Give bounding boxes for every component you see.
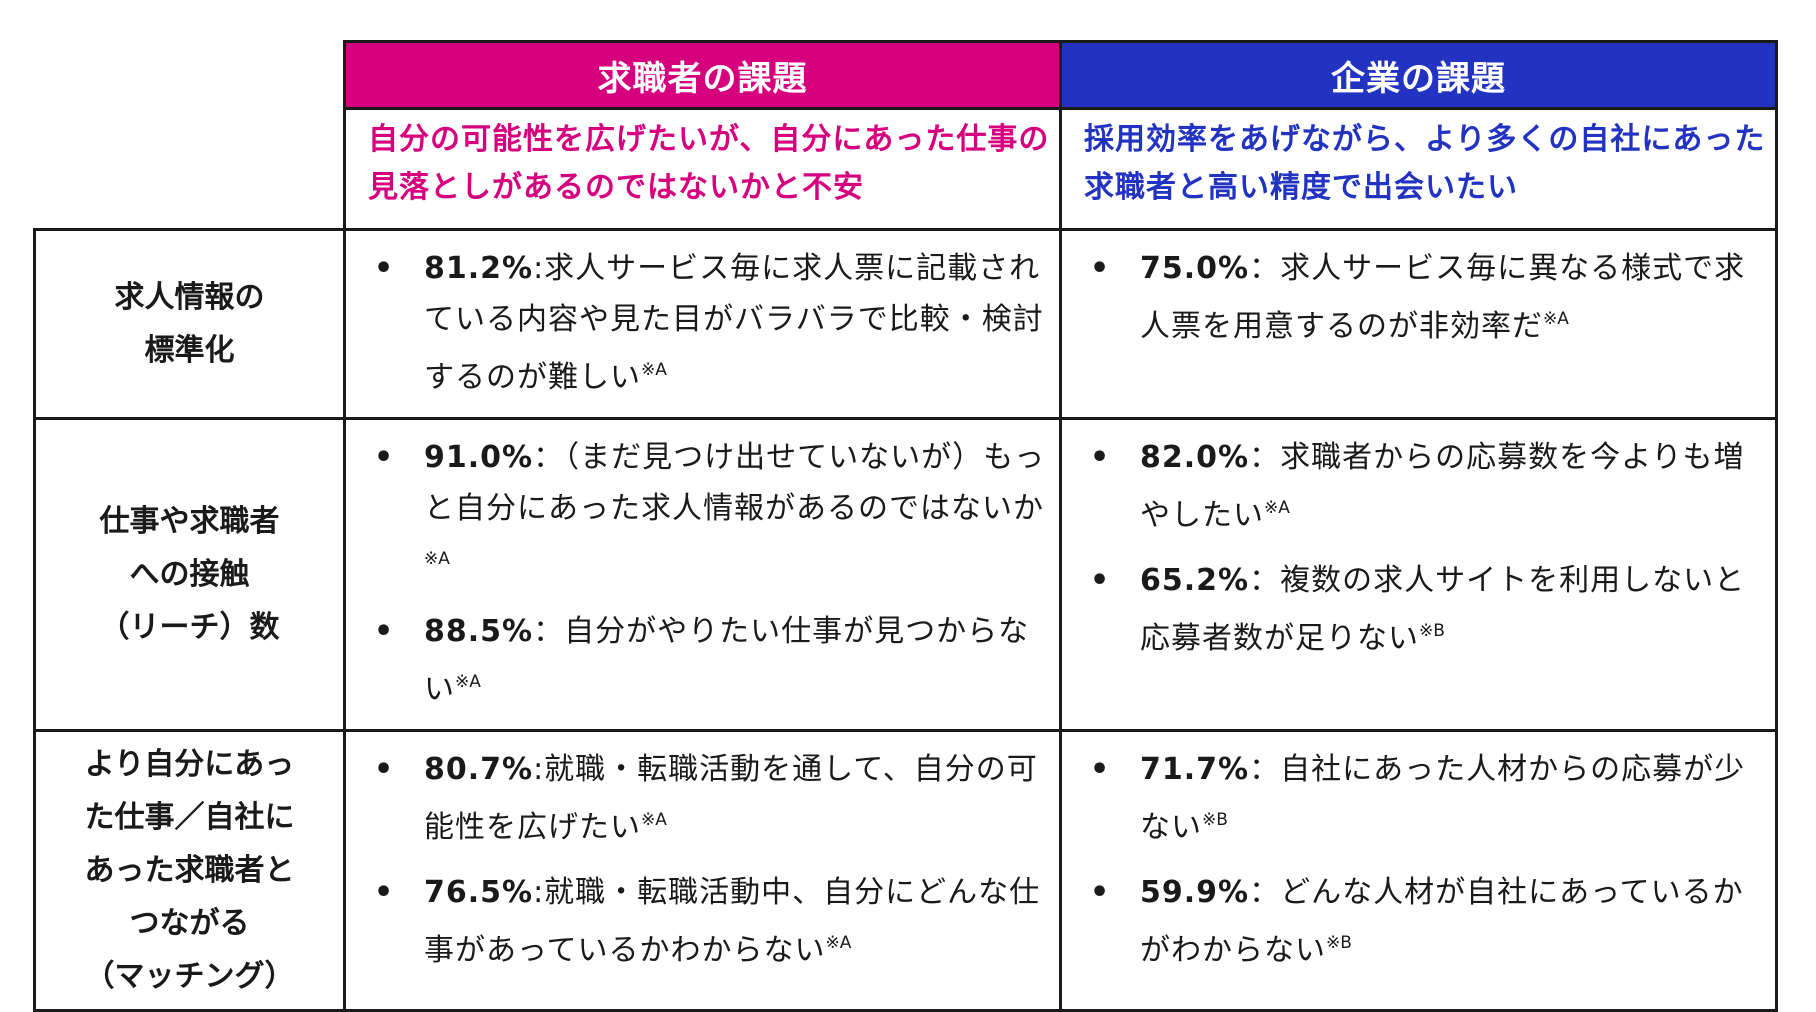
bullet-text: 91.0%：（まだ見つけ出せていないが）もっと自分にあった求人情報があるのではな… [424, 432, 1047, 592]
source-footnote-marker: ※A [641, 810, 667, 830]
seeker-issue-cell: • 80.7%:就職・転職活動を通して、自分の可能性を広げたい※A • 76.5%:就… [343, 729, 1062, 1012]
bullet-dot-icon: • [1090, 875, 1110, 910]
source-footnote-marker: ※A [455, 672, 481, 692]
bullet-text: 88.5%：自分がやりたい仕事が見つからない※A [424, 606, 1047, 715]
row-label-line: つながる [129, 906, 250, 941]
percentage-value: 71.7% [1140, 752, 1250, 787]
source-footnote-marker: ※A [825, 933, 852, 953]
bullet-dot-icon: • [1090, 251, 1110, 286]
source-footnote-marker: ※A [424, 549, 450, 569]
company-issue-cell: • 82.0%：求職者からの応募数を今よりも増やしたい※A • 65.2%：複数の求人… [1059, 417, 1778, 732]
issue-description: ：自社にあった人材からの応募が少ない [1140, 752, 1746, 845]
seeker-issue-cell: • 91.0%：（まだ見つけ出せていないが）もっと自分にあった求人情報があるのでは… [343, 417, 1062, 732]
bullet-item: • 71.7%：自社にあった人材からの応募が少ない※B [1090, 744, 1763, 853]
bullet-item: • 81.2%:求人サービス毎に求人票に記載されている内容や見た目がバラバラで比較… [374, 243, 1047, 403]
seeker-subtitle: 自分の可能性を広げたいが、自分にあった仕事の見落としがあるのではないかと不安 [343, 107, 1062, 231]
bullet-text: 76.5%:就職・転職活動中、自分にどんな仕事があっているかわからない※A [424, 867, 1047, 976]
comparison-table: 求職者の課題 企業の課題 自分の可能性を広げたいが、自分にあった仕事の見落としが… [33, 40, 1778, 1012]
percentage-value: 81.2% [424, 251, 534, 286]
table-body: 求人情報の標準化 • 81.2%:求人サービス毎に求人票に記載されている内容や見た目… [33, 228, 1778, 1012]
percentage-value: 75.0% [1140, 251, 1250, 286]
issue-description: ：どんな人材が自社にあっているかがわからない [1140, 875, 1744, 968]
row-label: より自分にあっ た仕事／自社に あった求職者と つながる （マッチング） [33, 729, 346, 1012]
issue-description: ：求人サービス毎に異なる様式で求人票を用意するのが非効率だ [1140, 251, 1746, 344]
bullet-dot-icon: • [374, 440, 394, 475]
percentage-value: 59.9% [1140, 875, 1250, 910]
bullet-dot-icon: • [374, 251, 394, 286]
blank-corner-cell [34, 41, 345, 109]
bullet-dot-icon: • [374, 875, 394, 910]
row-label: 仕事や求職者 への接触 （リーチ）数 [33, 417, 346, 732]
row-label-line: への接触 [129, 557, 250, 592]
bullet-text: 75.0%：求人サービス毎に異なる様式で求人票を用意するのが非効率だ※A [1140, 243, 1763, 352]
source-footnote-marker: ※B [1419, 621, 1445, 641]
row-label-line: た仕事／自社に [84, 800, 295, 835]
blank-corner-cell [34, 108, 345, 230]
table-row: より自分にあっ た仕事／自社に あった求職者と つながる （マッチング） • 80.7%:就… [33, 729, 1778, 1012]
table-row: 求人情報の標準化 • 81.2%:求人サービス毎に求人票に記載されている内容や見た目… [33, 228, 1778, 420]
row-label-line: 求人情報の [114, 280, 265, 315]
source-footnote-marker: ※A [1264, 498, 1290, 518]
percentage-value: 80.7% [424, 752, 534, 787]
bullet-text: 71.7%：自社にあった人材からの応募が少ない※B [1140, 744, 1763, 853]
source-footnote-marker: ※A [641, 360, 667, 380]
table-row: 仕事や求職者 への接触 （リーチ）数 • 91.0%：（まだ見つけ出せていないが）もっと… [33, 417, 1778, 732]
percentage-value: 91.0% [424, 440, 534, 475]
issue-description: ：求職者からの応募数を今よりも増やしたい [1140, 440, 1745, 533]
source-footnote-marker: ※A [1543, 309, 1569, 329]
bullet-text: 80.7%:就職・転職活動を通して、自分の可能性を広げたい※A [424, 744, 1047, 853]
bullet-item: • 59.9%：どんな人材が自社にあっているかがわからない※B [1090, 867, 1763, 976]
bullet-item: • 80.7%:就職・転職活動を通して、自分の可能性を広げたい※A [374, 744, 1047, 853]
bullet-dot-icon: • [1090, 752, 1110, 787]
issue-description: :就職・転職活動を通して、自分の可能性を広げたい [424, 752, 1038, 845]
row-label-line: より自分にあっ [84, 747, 295, 782]
issue-description: ：（まだ見つけ出せていないが）もっと自分にあった求人情報があるのではないか [424, 440, 1046, 526]
percentage-value: 82.0% [1140, 440, 1250, 475]
issue-description: :求人サービス毎に求人票に記載されている内容や見た目がバラバラで比較・検討するの… [424, 251, 1044, 395]
row-label-line: あった求職者と [84, 853, 295, 888]
row-label-line: （マッチング） [84, 959, 295, 994]
bullet-item: • 65.2%：複数の求人サイトを利用しないと応募者数が足りない※B [1090, 555, 1763, 664]
source-footnote-marker: ※B [1326, 933, 1352, 953]
seeker-issue-cell: • 81.2%:求人サービス毎に求人票に記載されている内容や見た目がバラバラで比較… [343, 228, 1062, 420]
bullet-dot-icon: • [374, 752, 394, 787]
bullet-item: • 75.0%：求人サービス毎に異なる様式で求人票を用意するのが非効率だ※A [1090, 243, 1763, 352]
source-footnote-marker: ※B [1202, 810, 1228, 830]
company-subtitle: 採用効率をあげながら、より多くの自社にあった求職者と高い精度で出会いたい [1059, 107, 1778, 231]
seeker-column-header: 求職者の課題 [343, 40, 1062, 110]
percentage-value: 65.2% [1140, 563, 1250, 598]
bullet-text: 81.2%:求人サービス毎に求人票に記載されている内容や見た目がバラバラで比較・… [424, 243, 1047, 403]
row-label-line: 仕事や求職者 [99, 504, 280, 539]
company-issue-cell: • 71.7%：自社にあった人材からの応募が少ない※B • 59.9%：どんな人材が自… [1059, 729, 1778, 1012]
bullet-item: • 82.0%：求職者からの応募数を今よりも増やしたい※A [1090, 432, 1763, 541]
bullet-dot-icon: • [1090, 563, 1110, 598]
company-issue-cell: • 75.0%：求人サービス毎に異なる様式で求人票を用意するのが非効率だ※A [1059, 228, 1778, 420]
issue-description: ：複数の求人サイトを利用しないと応募者数が足りない [1140, 563, 1746, 656]
percentage-value: 88.5% [424, 614, 534, 649]
bullet-item: • 76.5%:就職・転職活動中、自分にどんな仕事があっているかわからない※A [374, 867, 1047, 976]
issue-description: ：自分がやりたい仕事が見つからない [424, 614, 1030, 707]
bullet-text: 65.2%：複数の求人サイトを利用しないと応募者数が足りない※B [1140, 555, 1763, 664]
row-label-line: 標準化 [144, 333, 235, 368]
percentage-value: 76.5% [424, 875, 534, 910]
row-label-line: （リーチ）数 [99, 610, 280, 645]
row-label: 求人情報の 標準化 [33, 228, 346, 420]
bullet-text: 82.0%：求職者からの応募数を今よりも増やしたい※A [1140, 432, 1763, 541]
bullet-item: • 88.5%：自分がやりたい仕事が見つからない※A [374, 606, 1047, 715]
bullet-dot-icon: • [374, 614, 394, 649]
bullet-item: • 91.0%：（まだ見つけ出せていないが）もっと自分にあった求人情報があるのでは… [374, 432, 1047, 592]
issue-description: :就職・転職活動中、自分にどんな仕事があっているかわからない [424, 875, 1041, 968]
bullet-text: 59.9%：どんな人材が自社にあっているかがわからない※B [1140, 867, 1763, 976]
comparison-table-container: 求職者の課題 企業の課題 自分の可能性を広げたいが、自分にあった仕事の見落としが… [33, 40, 1778, 1012]
bullet-dot-icon: • [1090, 440, 1110, 475]
company-column-header: 企業の課題 [1059, 40, 1778, 110]
